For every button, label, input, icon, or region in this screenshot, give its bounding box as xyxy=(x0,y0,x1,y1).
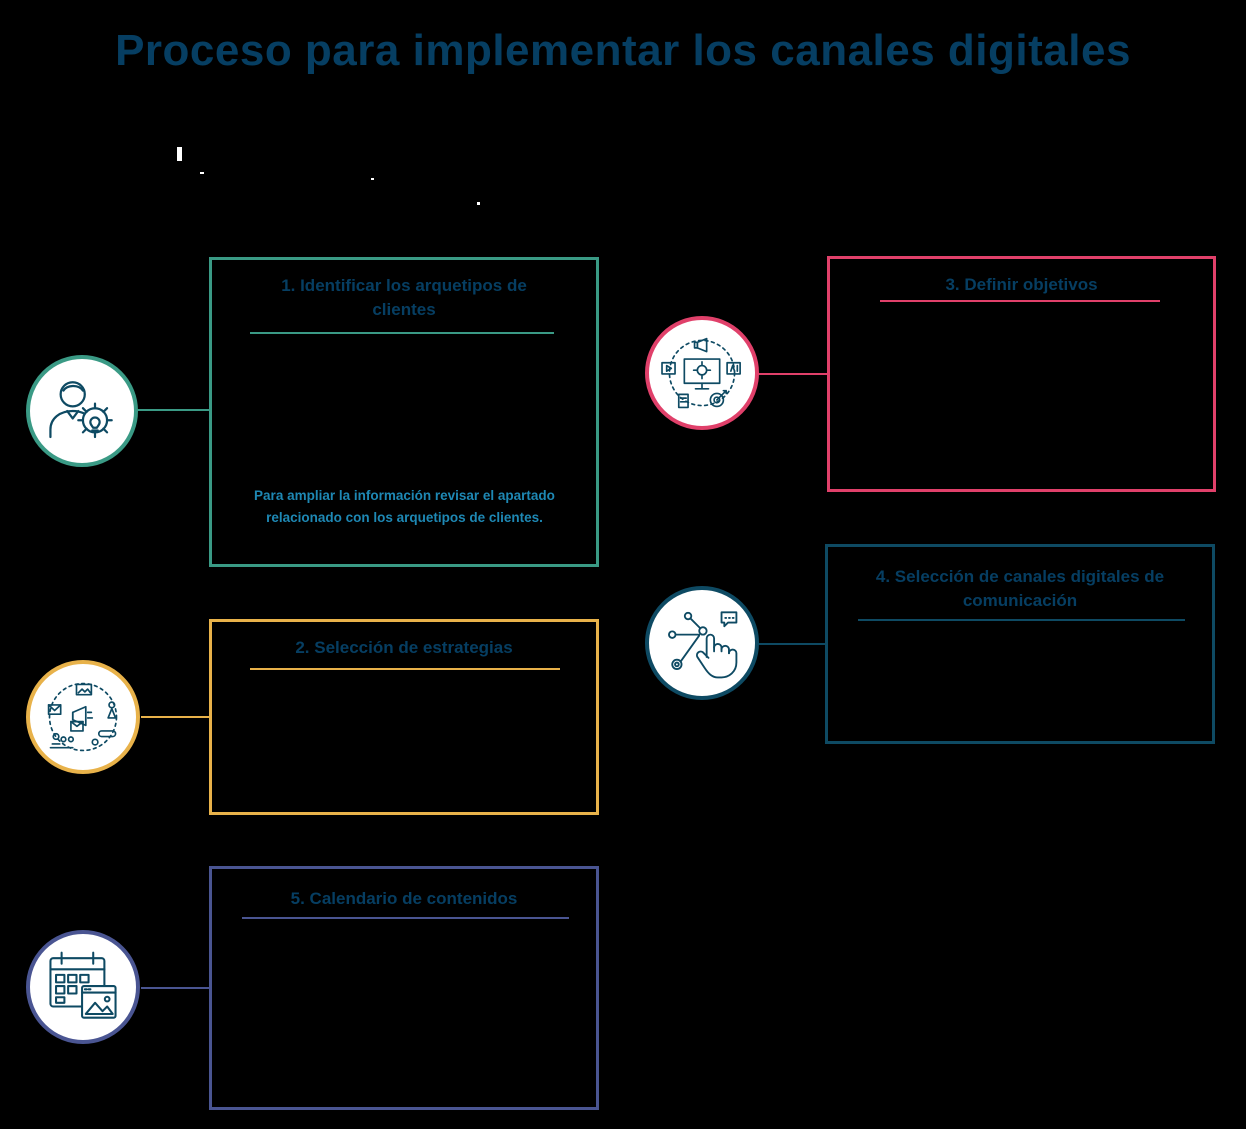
page-title: Proceso para implementar los canales dig… xyxy=(115,26,1131,75)
step-4-divider xyxy=(858,619,1185,621)
connector-step-2 xyxy=(141,716,211,718)
step-1-note: Para ampliar la información revisar el a… xyxy=(254,488,555,525)
step-1-title: 1. Identificar los arquetipos de cliente… xyxy=(281,276,527,319)
step-1-icon-circle xyxy=(26,355,138,467)
intro-text-mark xyxy=(371,178,374,180)
calendar-content-icon xyxy=(49,951,117,1019)
step-2-divider xyxy=(250,668,560,670)
connector-step-3 xyxy=(757,373,829,375)
connector-step-1 xyxy=(137,409,211,411)
step-5-icon-circle xyxy=(26,930,140,1044)
intro-text-mark xyxy=(477,202,480,205)
step-2-card: 2. Selección de estrategias xyxy=(209,619,599,815)
step-4-card: 4. Selección de canales digitales de com… xyxy=(825,544,1215,744)
step-5-divider xyxy=(242,917,569,919)
step-4-title: 4. Selección de canales digitales de com… xyxy=(875,567,1165,610)
intro-text-mark xyxy=(177,147,182,161)
step-1-card: 1. Identificar los arquetipos de cliente… xyxy=(209,257,599,567)
marketing-network-icon xyxy=(47,682,118,752)
step-2-title: 2. Selección de estrategias xyxy=(295,638,513,657)
step-3-divider xyxy=(880,300,1160,302)
digital-marketing-monitor-icon xyxy=(661,337,741,409)
step-4-icon-circle xyxy=(645,586,759,700)
connector-step-4 xyxy=(757,643,827,645)
step-3-title: 3. Definir objetivos xyxy=(945,275,1098,294)
step-1-divider xyxy=(250,332,554,334)
step-3-card: 3. Definir objetivos xyxy=(827,256,1216,492)
step-5-card: 5. Calendario de contenidos xyxy=(209,866,599,1110)
step-3-icon-circle xyxy=(645,316,759,430)
step-5-title: 5. Calendario de contenidos xyxy=(290,889,518,908)
intro-text-mark xyxy=(200,172,204,174)
connector-step-5 xyxy=(141,987,211,989)
person-gear-icon xyxy=(49,381,113,439)
touch-network-icon xyxy=(668,611,738,679)
step-2-icon-circle xyxy=(26,660,140,774)
